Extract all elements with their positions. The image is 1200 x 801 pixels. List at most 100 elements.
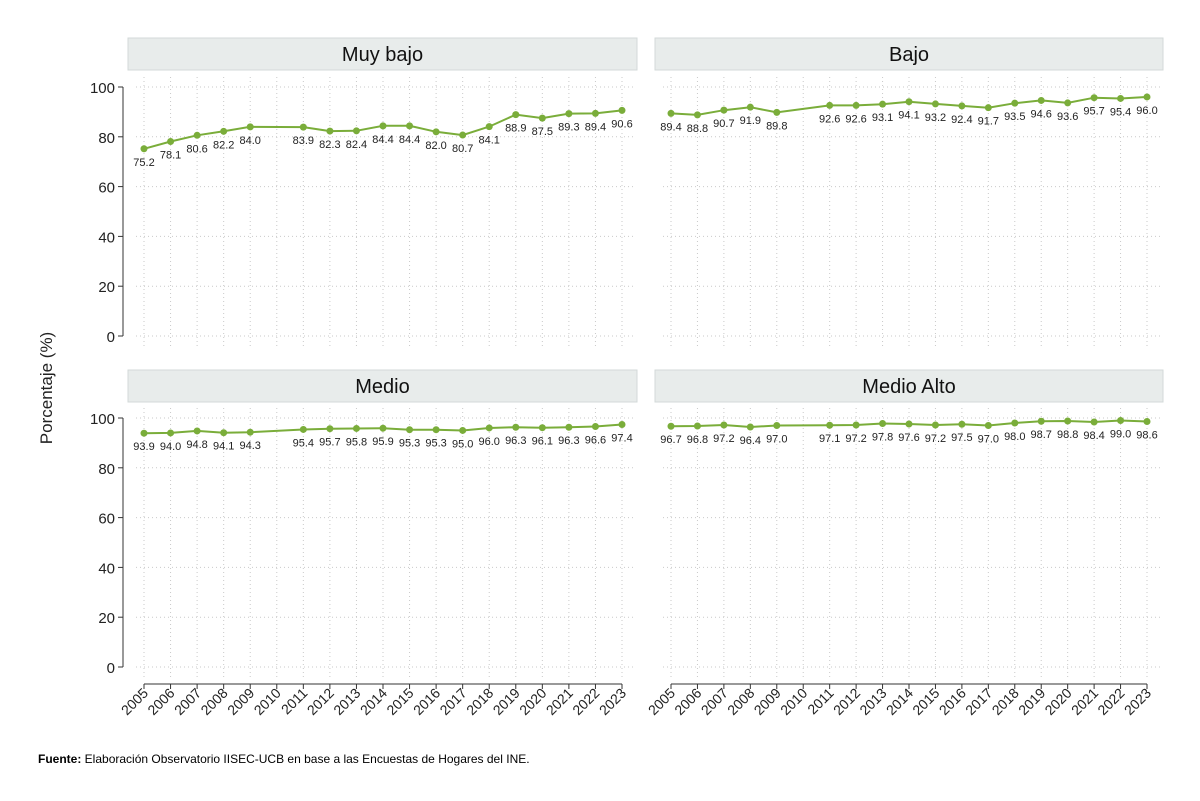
data-point <box>1143 417 1151 425</box>
data-point <box>140 429 148 437</box>
data-point <box>352 424 360 432</box>
data-point <box>459 426 467 434</box>
data-label: 89.3 <box>558 122 579 134</box>
data-point <box>167 429 175 437</box>
data-label: 96.3 <box>558 435 579 447</box>
data-label: 99.0 <box>1110 428 1131 440</box>
panel-medio-alto: Medio Alto200520062007200820092010201120… <box>645 369 1164 718</box>
data-point <box>193 131 201 139</box>
data-label: 89.8 <box>766 120 787 132</box>
data-label: 94.1 <box>213 441 234 453</box>
data-label: 89.4 <box>585 121 606 133</box>
data-label: 90.7 <box>713 118 734 130</box>
data-label: 96.0 <box>479 436 500 448</box>
data-label: 80.6 <box>186 143 207 155</box>
data-label: 96.7 <box>660 434 681 446</box>
data-label: 87.5 <box>532 126 553 138</box>
y-tick-label: 100 <box>90 411 115 428</box>
data-point <box>773 108 781 116</box>
data-label: 94.6 <box>1031 108 1052 120</box>
x-tick-label: 2010 <box>251 685 284 718</box>
data-point <box>667 109 675 117</box>
data-point <box>618 420 626 428</box>
y-tick-label: 100 <box>90 80 115 97</box>
data-label: 97.5 <box>951 432 972 444</box>
data-label: 98.8 <box>1057 429 1078 441</box>
series-line <box>143 109 623 150</box>
y-tick-label: 60 <box>98 511 115 528</box>
data-label: 94.8 <box>186 439 207 451</box>
data-point <box>1090 94 1098 102</box>
data-point <box>693 422 701 430</box>
data-label: 95.7 <box>319 437 340 449</box>
x-tick-label: 2012 <box>304 685 337 718</box>
x-tick-label: 2014 <box>357 685 390 718</box>
x-tick-label: 2012 <box>830 685 863 718</box>
data-point <box>905 420 913 428</box>
data-point <box>246 123 254 131</box>
source-label: Fuente: <box>38 752 82 766</box>
x-tick-label: 2007 <box>171 685 204 718</box>
data-label: 96.0 <box>1136 105 1157 117</box>
x-tick-label: 2022 <box>569 685 602 718</box>
data-point <box>984 104 992 112</box>
x-tick-label: 2009 <box>751 685 784 718</box>
data-point <box>1064 99 1072 107</box>
data-label: 95.8 <box>346 436 367 448</box>
y-tick-label: 20 <box>98 610 115 627</box>
x-tick-label: 2020 <box>516 685 549 718</box>
data-point <box>538 424 546 432</box>
data-label: 82.0 <box>425 140 446 152</box>
panel-header <box>127 369 638 403</box>
source-footnote: Fuente: Elaboración Observatorio IISEC-U… <box>38 752 530 766</box>
series-line <box>670 96 1148 116</box>
data-point <box>167 138 175 146</box>
data-point <box>1011 99 1019 107</box>
data-point <box>485 424 493 432</box>
data-label: 98.0 <box>1004 431 1025 443</box>
data-point <box>220 127 228 135</box>
data-label: 84.4 <box>372 134 393 146</box>
data-point <box>140 145 148 153</box>
data-point <box>1143 93 1151 101</box>
data-label: 95.4 <box>1110 106 1131 118</box>
data-label: 97.6 <box>898 432 919 444</box>
data-label: 88.8 <box>687 123 708 135</box>
data-point <box>958 102 966 110</box>
x-tick-label: 2006 <box>144 685 177 718</box>
data-point <box>879 419 887 427</box>
data-point <box>826 421 834 429</box>
y-tick-label: 60 <box>98 180 115 197</box>
x-tick-label: 2019 <box>490 685 523 718</box>
data-label: 93.5 <box>1004 111 1025 123</box>
x-tick-label: 2023 <box>596 685 629 718</box>
x-tick-label: 2017 <box>962 685 995 718</box>
panel-header <box>654 37 1164 71</box>
x-tick-label: 2010 <box>777 685 810 718</box>
data-point <box>326 127 334 135</box>
panel-title: Medio <box>355 376 409 398</box>
data-point <box>1037 96 1045 104</box>
data-label: 92.6 <box>819 113 840 125</box>
data-label: 97.4 <box>611 432 632 444</box>
y-tick-label: 0 <box>107 329 115 346</box>
panel-title: Bajo <box>889 44 929 66</box>
x-tick-label: 2020 <box>1041 685 1074 718</box>
x-tick-label: 2005 <box>118 685 151 718</box>
data-label: 97.2 <box>845 433 866 445</box>
data-point <box>746 103 754 111</box>
data-label: 95.4 <box>293 437 314 449</box>
data-point <box>246 428 254 436</box>
data-label: 92.6 <box>845 113 866 125</box>
data-label: 89.4 <box>660 121 681 133</box>
data-point <box>220 429 228 437</box>
data-point <box>565 423 573 431</box>
x-tick-label: 2013 <box>330 685 363 718</box>
data-point <box>931 100 939 108</box>
data-point <box>1064 417 1072 425</box>
x-tick-label: 2017 <box>436 685 469 718</box>
data-point <box>352 127 360 135</box>
x-tick-label: 2023 <box>1121 685 1154 718</box>
series-line <box>670 419 1148 429</box>
